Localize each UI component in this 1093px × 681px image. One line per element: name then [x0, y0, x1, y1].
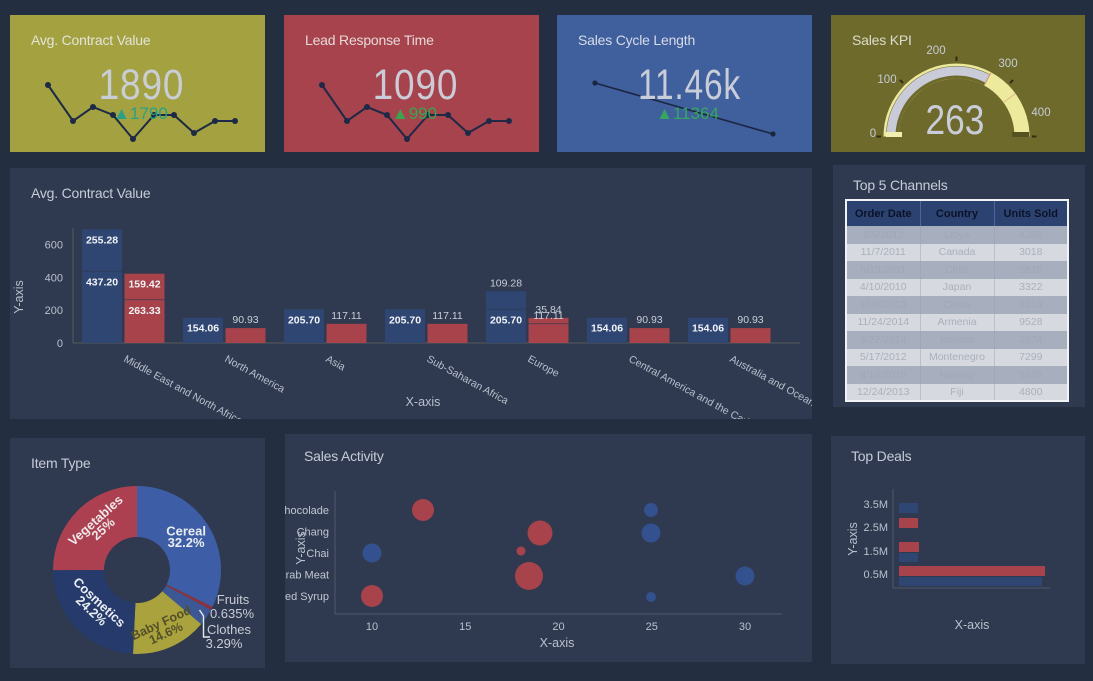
svg-text:Chocolade: Chocolade	[285, 505, 329, 517]
svg-text:Y-axis: Y-axis	[12, 280, 26, 314]
svg-text:154.06: 154.06	[187, 323, 219, 335]
svg-text:263.33: 263.33	[128, 305, 160, 317]
svg-text:205.70: 205.70	[288, 314, 320, 326]
svg-text:32.2%: 32.2%	[168, 535, 205, 550]
svg-text:109.28: 109.28	[490, 277, 522, 289]
svg-text:10: 10	[366, 621, 378, 633]
svg-text:Australia and Oceania: Australia and Oceania	[728, 353, 812, 413]
svg-text:Chang: Chang	[297, 527, 329, 539]
svg-text:154.06: 154.06	[591, 323, 623, 335]
svg-text:Y-axis: Y-axis	[846, 522, 860, 556]
svg-text:Boston Crab Meat: Boston Crab Meat	[285, 570, 329, 582]
svg-text:Asia: Asia	[324, 353, 348, 373]
svg-text:90.93: 90.93	[232, 314, 258, 326]
svg-text:2.5M: 2.5M	[864, 522, 888, 534]
svg-text:400: 400	[45, 272, 63, 284]
svg-text:90.93: 90.93	[636, 314, 662, 326]
svg-text:15: 15	[459, 621, 471, 633]
svg-text:Central America and the Caribb: Central America and the Caribbean	[627, 353, 777, 419]
svg-text:Y-axis: Y-axis	[294, 531, 308, 565]
svg-text:Europe: Europe	[526, 353, 562, 380]
svg-text:Clothes: Clothes	[207, 622, 252, 637]
svg-text:Cereal: Cereal	[166, 523, 206, 538]
svg-text:0.635%: 0.635%	[210, 606, 255, 621]
svg-text:0.5M: 0.5M	[864, 569, 888, 581]
svg-text:25: 25	[646, 621, 658, 633]
svg-text:Aniseed Syrup: Aniseed Syrup	[285, 591, 329, 603]
svg-text:Fruits: Fruits	[217, 592, 250, 607]
svg-text:20: 20	[552, 621, 564, 633]
svg-text:0: 0	[57, 338, 63, 350]
svg-text:North America: North America	[223, 353, 287, 395]
svg-text:437.20: 437.20	[86, 276, 118, 288]
svg-text:Chai: Chai	[306, 548, 329, 560]
svg-text:117.11: 117.11	[331, 310, 362, 322]
svg-text:205.70: 205.70	[389, 314, 421, 326]
svg-text:200: 200	[45, 305, 63, 317]
svg-text:117.11: 117.11	[432, 310, 463, 322]
svg-text:X-axis: X-axis	[540, 636, 575, 650]
svg-text:90.93: 90.93	[737, 314, 763, 326]
svg-text:255.28: 255.28	[86, 234, 118, 246]
svg-text:X-axis: X-axis	[955, 618, 990, 632]
svg-text:35.84: 35.84	[535, 304, 561, 316]
svg-text:3.29%: 3.29%	[206, 636, 243, 651]
svg-text:X-axis: X-axis	[406, 395, 441, 409]
svg-text:159.42: 159.42	[128, 279, 160, 291]
svg-text:154.06: 154.06	[692, 323, 724, 335]
svg-text:205.70: 205.70	[490, 314, 522, 326]
svg-text:117.11: 117.11	[533, 310, 564, 322]
svg-text:3.5M: 3.5M	[864, 499, 888, 511]
svg-text:600: 600	[45, 240, 63, 252]
svg-text:1.5M: 1.5M	[864, 546, 888, 558]
svg-text:30: 30	[739, 621, 751, 633]
